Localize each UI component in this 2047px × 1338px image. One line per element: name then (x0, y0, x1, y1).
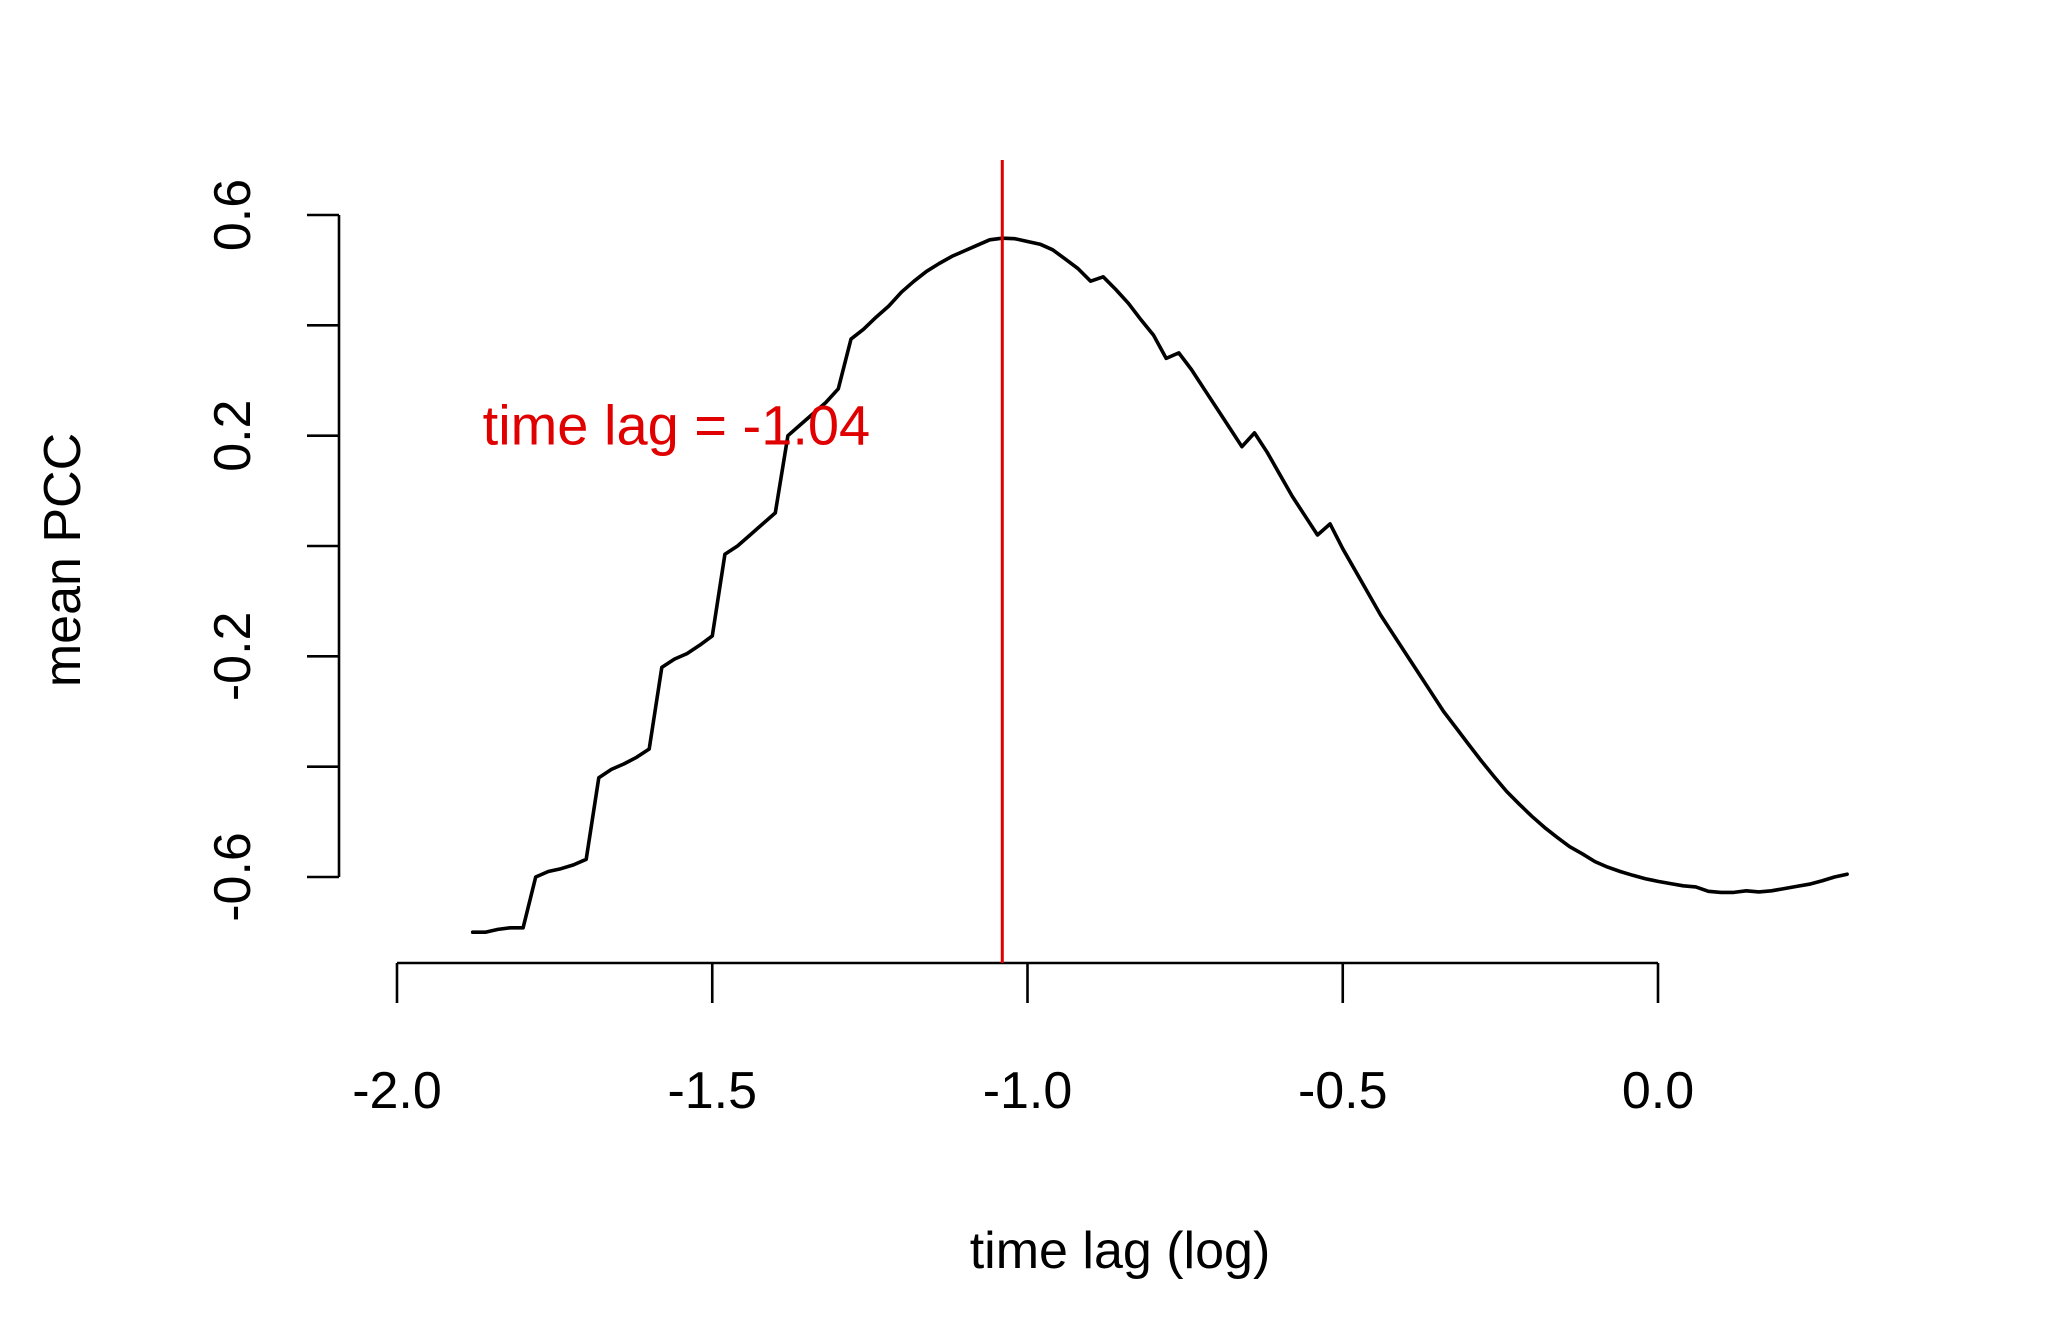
plot-area: time lag = -1.04 (470, 160, 1849, 963)
y-tick-label: -0.6 (204, 832, 262, 922)
y-tick-label: -0.2 (204, 612, 262, 702)
x-tick-label: -0.5 (1298, 1062, 1388, 1120)
x-tick-label: 0.0 (1622, 1062, 1694, 1120)
x-axis: -2.0 -1.5 -1.0 -0.5 0.0 (352, 961, 1694, 1120)
x-tick-label: -2.0 (352, 1062, 442, 1120)
x-axis-title: time lag (log) (970, 1222, 1271, 1280)
y-axis-title: mean PCC (34, 433, 92, 687)
y-tick-label: 0.2 (204, 400, 262, 472)
x-tick-label: -1.5 (667, 1062, 757, 1120)
y-axis: -0.6 -0.2 0.2 0.6 (204, 179, 341, 922)
series-line (470, 236, 1849, 935)
y-tick-label: 0.6 (204, 179, 262, 251)
time-lag-annotation: time lag = -1.04 (483, 394, 871, 457)
x-tick-label: -1.0 (983, 1062, 1073, 1120)
